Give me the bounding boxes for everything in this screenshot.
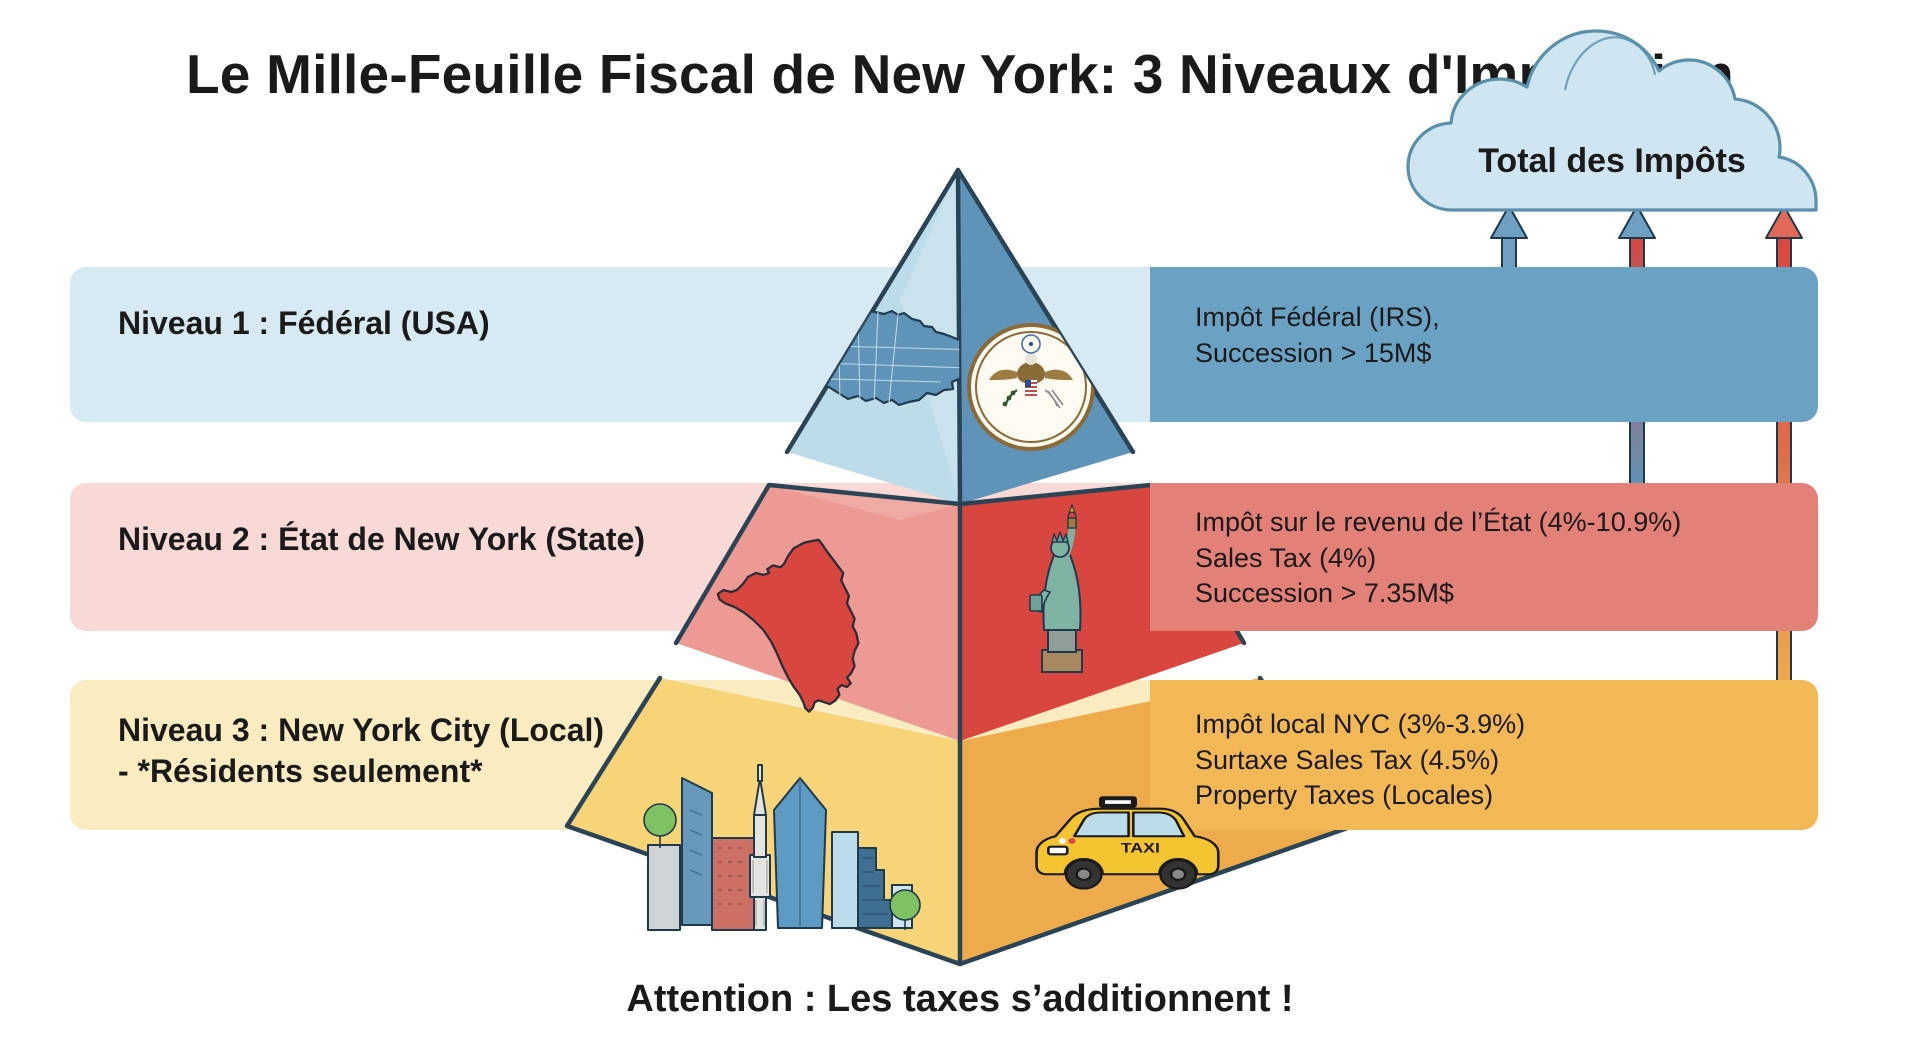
svg-text:Total des Impôts: Total des Impôts [1478, 142, 1746, 180]
